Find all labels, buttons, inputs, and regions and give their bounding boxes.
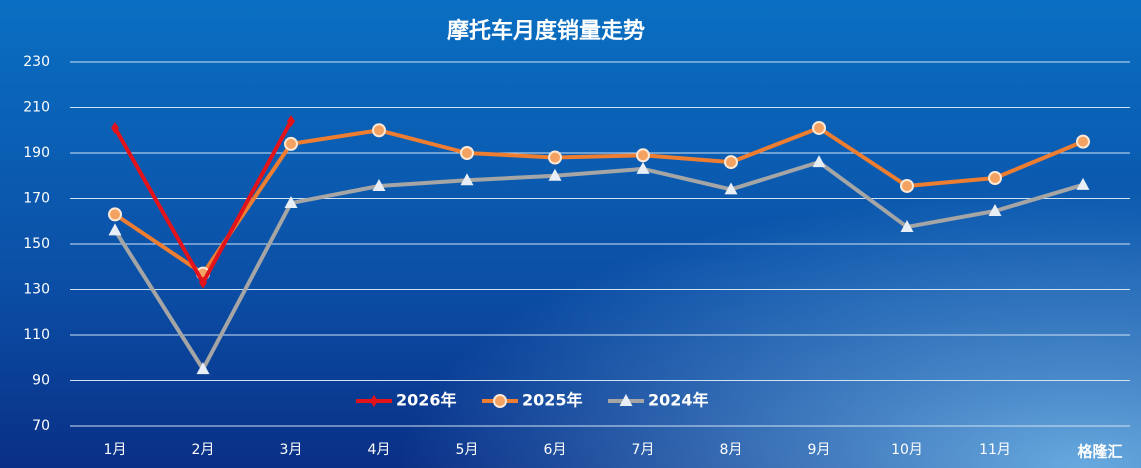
point [372,178,386,191]
x-tick-label: 6月 [544,442,567,458]
y-tick-label: 130 [23,282,50,298]
point [108,207,122,222]
point [460,146,474,160]
y-tick-label: 210 [23,100,50,116]
point [199,276,207,289]
legend-marker [619,394,633,406]
y-tick-label: 190 [23,145,50,161]
point [988,204,1002,217]
x-tick-label: 9月 [808,442,831,458]
point [1076,134,1090,149]
watermark: 格隆汇 [1077,443,1122,461]
y-tick-label: 170 [23,191,50,207]
point [900,178,914,193]
legend-label: 2026年 [396,391,457,410]
x-tick-label: 11月 [979,442,1011,458]
point [372,123,386,138]
y-tick-label: 110 [23,327,50,343]
point [548,168,562,181]
point [108,223,122,236]
y-tick-label: 70 [32,418,50,434]
legend-label: 2024年 [648,391,709,410]
point [1076,177,1090,190]
point [724,155,738,170]
y-tick-label: 230 [23,54,50,70]
point [111,121,119,134]
chart-title: 摩托车月度销量走势 [447,18,645,44]
x-tick-label: 7月 [632,442,655,458]
x-tick-label: 3月 [280,442,303,458]
legend-label: 2025年 [522,391,583,410]
x-tick-label: 1月 [104,442,127,458]
point [636,161,650,174]
point [284,136,298,151]
point [284,196,298,209]
x-tick-label: 8月 [720,442,743,458]
y-tick-label: 150 [23,236,50,252]
point [636,148,650,163]
x-tick-label: 10月 [891,442,923,458]
y-tick-label: 90 [32,373,50,389]
point [196,362,210,375]
legend-marker [493,394,507,408]
series-line [113,160,1084,372]
point [724,182,738,195]
series-line [113,125,1084,276]
point [460,173,474,186]
point [548,150,562,165]
x-tick-label: 5月 [456,442,479,458]
x-tick-label: 4月 [368,442,391,458]
point [287,115,295,128]
x-tick-label: 2月 [192,442,215,458]
point [812,155,826,168]
point [900,219,914,232]
legend-marker [370,395,378,407]
point [988,171,1002,186]
point [812,120,826,135]
